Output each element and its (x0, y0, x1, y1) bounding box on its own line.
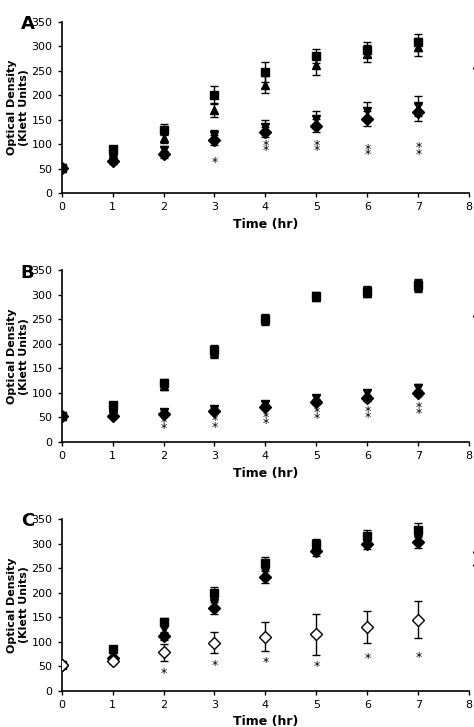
Text: *: * (364, 142, 371, 156)
Text: *: * (160, 416, 167, 429)
Text: *: * (415, 407, 421, 420)
Legend: O35E, O35E.TA (pWW115), O35E.TA (pRB.TatA), O35E.TA (pRB.TAT): O35E, O35E.TA (pWW115), O35E.TA (pRB.Tat… (469, 22, 474, 74)
Text: C: C (21, 513, 34, 530)
Text: *: * (415, 651, 421, 664)
Legend: O35E, O35E.TB (pWW115), O35E.TB (pRB.TatB), O35E.TB (pRB.TAT): O35E, O35E.TB (pWW115), O35E.TB (pRB.Tat… (469, 270, 474, 323)
Text: *: * (211, 421, 218, 434)
Text: *: * (313, 144, 319, 157)
Text: *: * (364, 652, 371, 665)
Text: *: * (415, 401, 421, 414)
Text: *: * (415, 148, 421, 161)
Text: *: * (211, 414, 218, 427)
Text: *: * (262, 144, 269, 157)
Text: *: * (364, 411, 371, 424)
Text: *: * (415, 141, 421, 154)
Text: *: * (262, 139, 269, 152)
Text: *: * (313, 139, 319, 152)
Text: *: * (364, 405, 371, 418)
Text: *: * (313, 412, 319, 425)
Legend: O35E, O35E.TC (pWW115), O35E.TC (pRB.TatC), O35E.Bro: O35E, O35E.TC (pWW115), O35E.TC (pRB.Tat… (469, 519, 474, 571)
Text: *: * (160, 422, 167, 435)
Text: *: * (313, 406, 319, 419)
Text: *: * (313, 659, 319, 672)
Y-axis label: Optical Density
(Klett Units): Optical Density (Klett Units) (7, 308, 29, 404)
Text: *: * (262, 411, 269, 424)
Text: *: * (262, 417, 269, 430)
Text: *: * (211, 659, 218, 672)
X-axis label: Time (hr): Time (hr) (233, 218, 298, 231)
Y-axis label: Optical Density
(Klett Units): Optical Density (Klett Units) (7, 60, 29, 156)
Text: *: * (262, 656, 269, 669)
Y-axis label: Optical Density
(Klett Units): Optical Density (Klett Units) (7, 557, 29, 653)
Text: *: * (211, 156, 218, 169)
X-axis label: Time (hr): Time (hr) (233, 467, 298, 480)
Text: B: B (21, 264, 35, 281)
X-axis label: Time (hr): Time (hr) (233, 715, 298, 727)
Text: *: * (160, 667, 167, 680)
Text: *: * (364, 148, 371, 161)
Text: A: A (21, 15, 35, 33)
